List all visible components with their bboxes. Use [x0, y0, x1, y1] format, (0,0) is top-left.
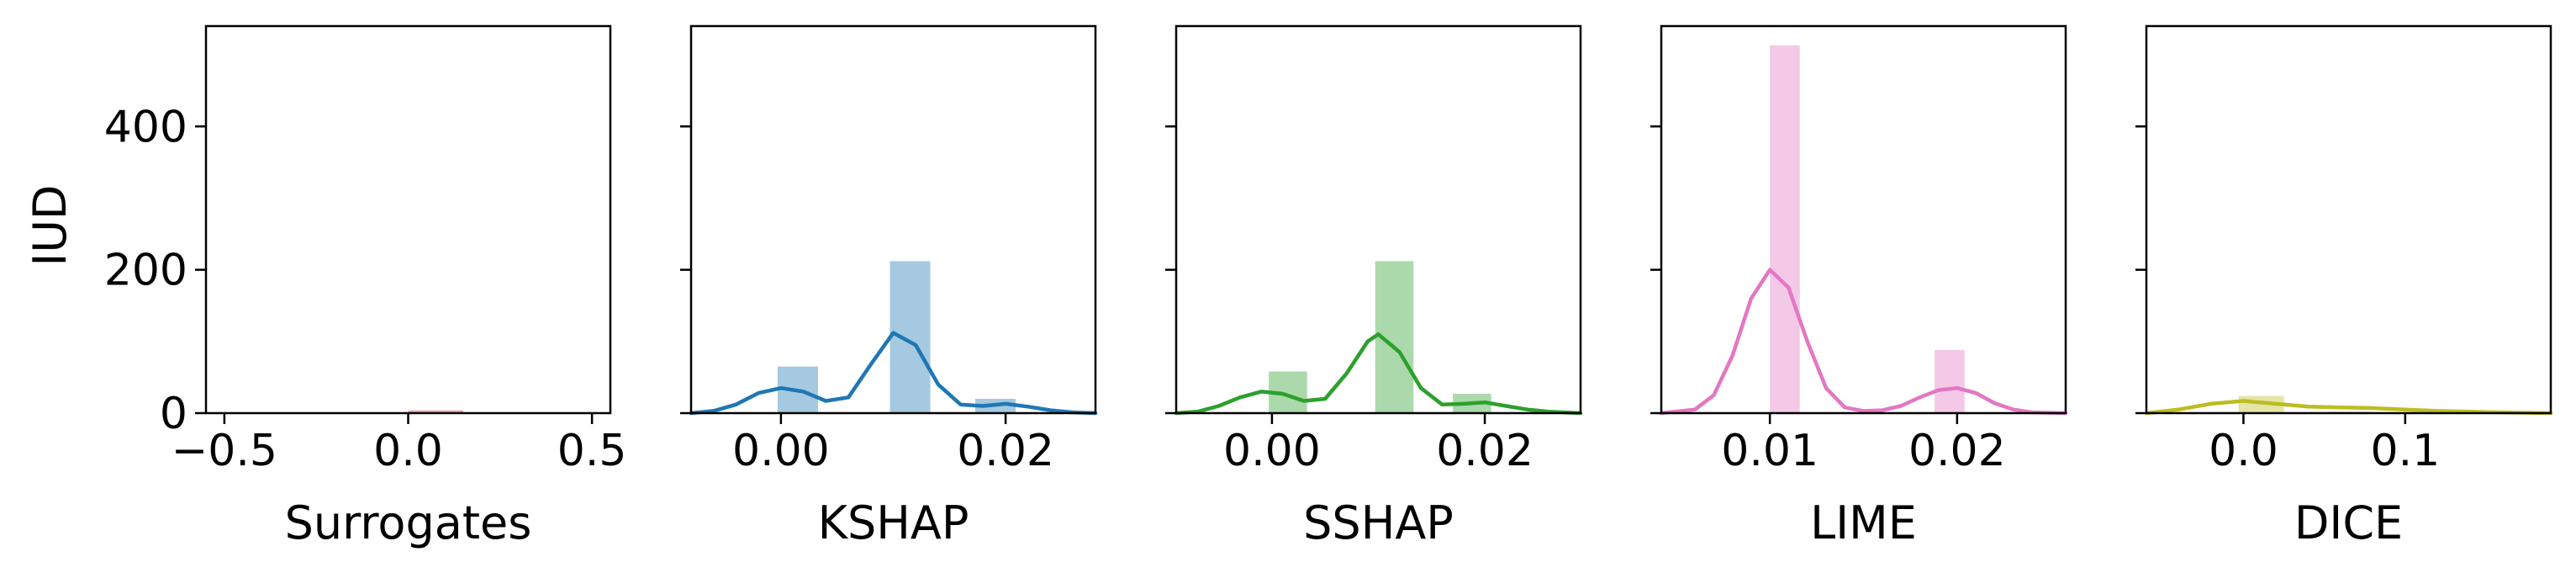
kshap-x-tick-label: 0.02: [957, 426, 1054, 476]
lime-bar-1: [1935, 350, 1965, 413]
surrogates-x-axis-label: Surrogates: [285, 496, 532, 549]
dice-axes-frame: [2145, 24, 2552, 415]
lime-axes-frame: [1660, 24, 2067, 415]
surrogates-axes-frame: [204, 24, 612, 415]
surrogates-bar-0: [408, 410, 464, 413]
dice-x-axis-label: DICE: [2294, 496, 2403, 549]
kshap-axes-frame: [689, 24, 1097, 415]
lime-x-tick-label: 0.01: [1721, 426, 1819, 476]
kshap-x-axis-label: KSHAP: [818, 496, 969, 549]
kshap-kde-line: [689, 331, 1098, 416]
y-axis-label: IUD: [24, 184, 77, 266]
lime-x-axis-label: LIME: [1810, 496, 1917, 549]
surrogates-x-tick-label: −0.5: [172, 426, 277, 476]
dice-x-tick-label: 0.1: [2370, 426, 2440, 476]
dice-kde-line: [2144, 399, 2553, 416]
sshap-x-tick-label: 0.00: [1223, 426, 1321, 476]
kshap-bar-1: [889, 261, 931, 413]
kshap-x-tick-label: 0.00: [732, 426, 830, 476]
sshap-axes-frame: [1175, 24, 1582, 415]
sshap-x-tick-label: 0.02: [1436, 426, 1533, 476]
y-tick-label: 400: [104, 102, 187, 152]
dice-x-tick-label: 0.0: [2209, 426, 2278, 476]
lime-x-tick-label: 0.02: [1908, 426, 2006, 476]
sshap-x-axis-label: SSHAP: [1303, 496, 1454, 549]
lime-bar-0: [1770, 45, 1800, 413]
lime-kde-line: [1659, 268, 2068, 416]
y-tick-label: 0: [160, 389, 187, 439]
sshap-kde-line: [1174, 332, 1583, 416]
surrogates-x-tick-label: 0.0: [373, 426, 443, 476]
surrogates-x-tick-label: 0.5: [557, 426, 627, 476]
y-tick-label: 200: [104, 246, 187, 296]
